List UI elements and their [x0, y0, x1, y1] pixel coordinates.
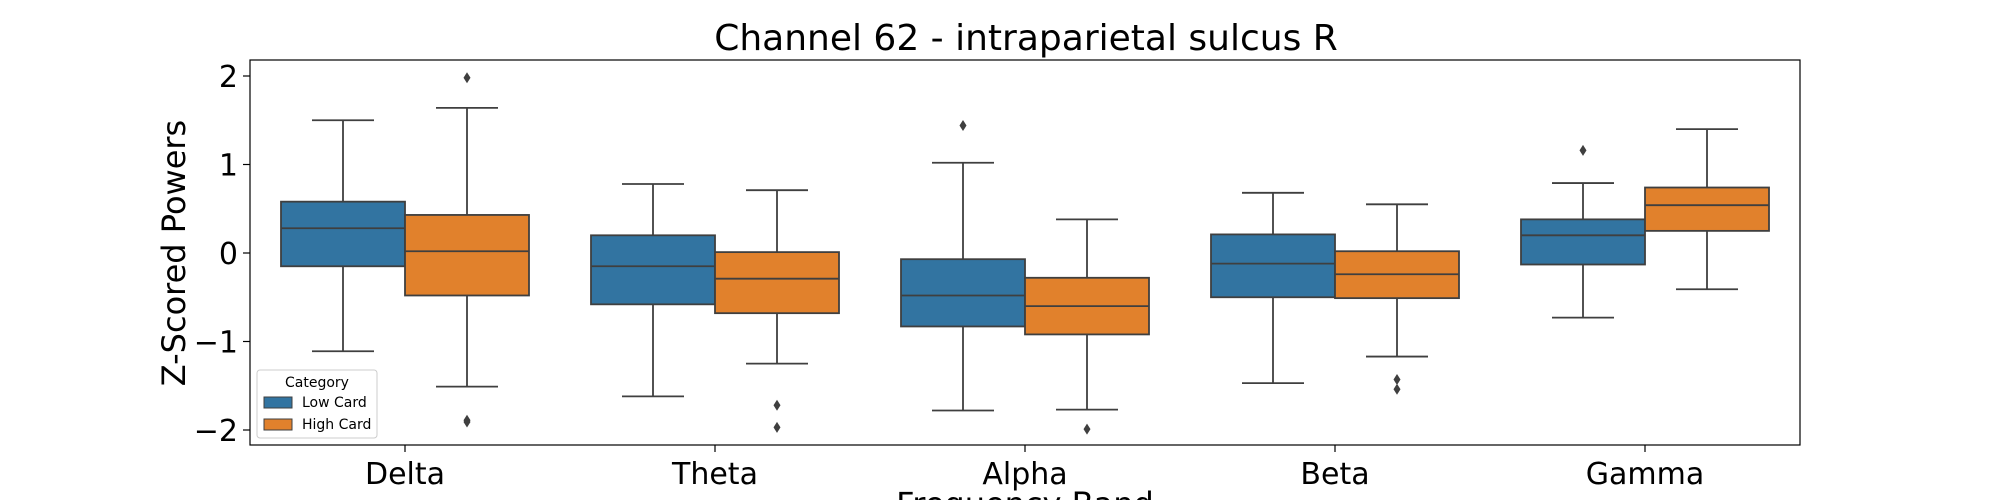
y-tick-label: 1: [219, 149, 238, 184]
box-theta-high-card: [714, 189, 840, 433]
box-gamma-low-card: [1520, 144, 1646, 319]
legend: Category Low Card High Card: [256, 369, 378, 439]
box-iqr: [1520, 218, 1646, 266]
box-delta-low-card: [280, 119, 406, 353]
box-beta-high-card: [1334, 203, 1460, 395]
x-axis-label: Frequency Band: [896, 485, 1154, 500]
box-iqr: [1644, 186, 1770, 232]
box-iqr: [714, 251, 840, 315]
outlier-point: [773, 399, 781, 411]
y-tick-label: 2: [219, 60, 238, 95]
x-axis: Delta Theta Alpha Beta Gamma: [365, 445, 1704, 492]
y-axis-label: Z-Scored Powers: [155, 120, 193, 386]
legend-swatch-low-card: [263, 396, 293, 409]
x-tick-label: Theta: [671, 457, 758, 492]
legend-swatch-high-card: [263, 418, 293, 431]
outlier-point: [773, 421, 781, 433]
legend-label-low-card: Low Card: [302, 395, 367, 411]
box-alpha-high-card: [1024, 218, 1150, 435]
outlier-point: [463, 72, 471, 84]
boxes-layer: [280, 72, 1770, 435]
y-tick-label: 0: [219, 237, 238, 272]
box-iqr: [1210, 233, 1336, 299]
box-delta-high-card: [404, 72, 530, 428]
x-tick-label: Alpha: [982, 457, 1067, 492]
box-iqr: [280, 200, 406, 268]
box-beta-low-card: [1210, 191, 1336, 384]
outlier-point: [959, 120, 967, 132]
x-tick-label: Beta: [1300, 457, 1369, 492]
box-gamma-high-card: [1644, 128, 1770, 291]
legend-title: Category: [285, 375, 349, 391]
chart-title: Channel 62 - intraparietal sulcus R: [714, 18, 1338, 59]
box-iqr: [404, 214, 530, 297]
outlier-point: [1579, 144, 1587, 156]
box-theta-low-card: [590, 183, 716, 398]
outlier-point: [463, 416, 471, 428]
x-tick-label: Gamma: [1586, 457, 1704, 492]
outlier-point: [1393, 383, 1401, 395]
legend-label-high-card: High Card: [302, 417, 371, 433]
outlier-point: [1083, 423, 1091, 435]
y-axis: −2 −1 0 1 2: [194, 60, 250, 449]
box-iqr: [900, 258, 1026, 328]
box-iqr: [590, 234, 716, 306]
outlier-point: [1393, 374, 1401, 386]
y-tick-label: −2: [194, 414, 238, 449]
y-tick-label: −1: [194, 326, 238, 361]
x-tick-label: Delta: [365, 457, 445, 492]
